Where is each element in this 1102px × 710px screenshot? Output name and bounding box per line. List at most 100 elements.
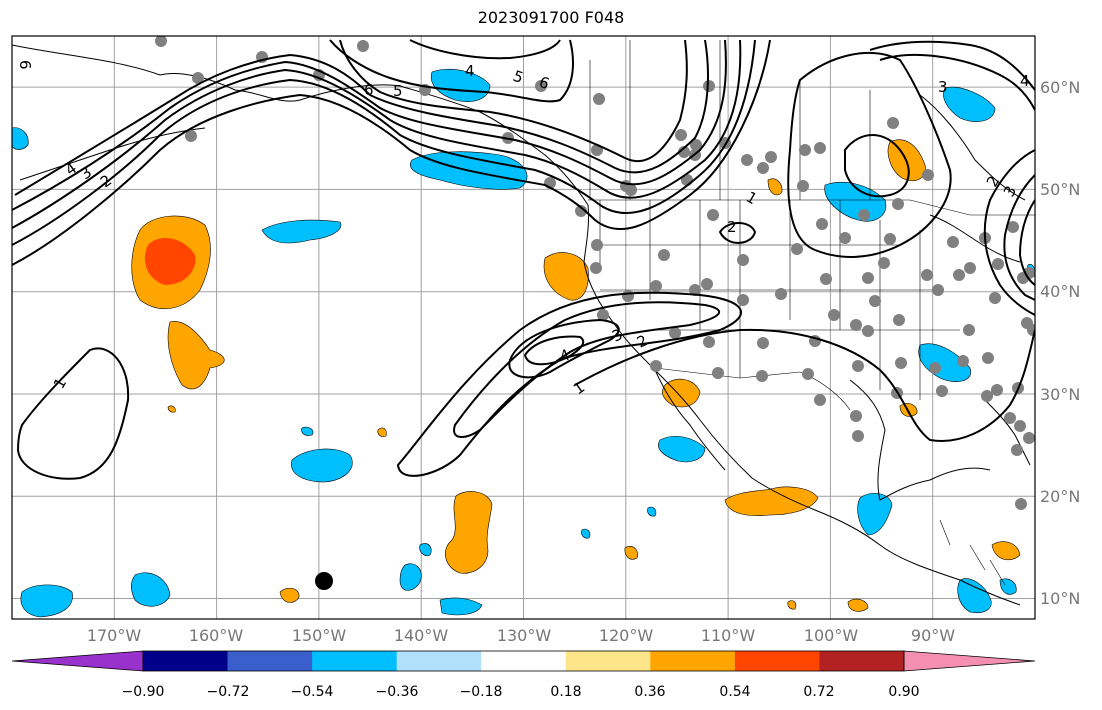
station-dot	[820, 273, 832, 285]
station-dot	[850, 410, 862, 422]
station-dot	[757, 337, 769, 349]
colorbar-tick-label: 0.36	[634, 684, 665, 700]
station-dot	[964, 262, 976, 274]
contour-line	[574, 328, 1035, 442]
station-dot	[947, 236, 959, 248]
colorbar-tick-label: 0.90	[888, 684, 919, 700]
station-dot	[593, 93, 605, 105]
contour-line	[12, 39, 756, 246]
negative-anomaly-region	[399, 563, 422, 591]
contour-line	[523, 335, 585, 366]
station-dot	[650, 360, 662, 372]
strong-positive-anomaly-region	[144, 237, 196, 285]
station-dot	[858, 209, 870, 221]
lon-tick-label: 140°W	[394, 626, 449, 645]
station-dot	[991, 384, 1003, 396]
station-dot	[953, 269, 965, 281]
contour-label: 4	[1020, 72, 1030, 90]
contour-label: 2	[727, 218, 737, 236]
latitude-labels: 60°N 50°N 40°N 30°N 20°N 10°N	[1040, 78, 1080, 608]
lon-tick-label: 170°W	[87, 626, 142, 645]
station-dot	[895, 357, 907, 369]
aleutian-chain	[19, 127, 206, 181]
colorbar-extend-low	[11, 650, 144, 672]
station-dot	[963, 324, 975, 336]
station-dot	[893, 314, 905, 326]
station-dot	[850, 319, 862, 331]
station-dot	[791, 243, 803, 255]
station-dot	[678, 146, 690, 158]
lat-tick-label: 50°N	[1040, 180, 1080, 199]
negative-anomaly-region	[957, 578, 992, 613]
colorbar-tick-label: −0.36	[376, 684, 419, 700]
positive-anomaly-region	[724, 486, 819, 516]
negative-anomaly-region	[430, 69, 491, 102]
lon-tick-label: 160°W	[189, 626, 244, 645]
station-dot	[982, 352, 994, 364]
station-dot	[921, 269, 933, 281]
contour-label: 6	[364, 81, 374, 99]
colorbar-tick-label: 0.54	[719, 684, 750, 700]
station-dot	[690, 139, 702, 151]
contour-line	[869, 40, 1035, 91]
contour-label: 4	[465, 62, 475, 80]
station-dot	[814, 394, 826, 406]
station-dot	[1014, 420, 1026, 432]
positive-anomaly-region	[377, 427, 387, 437]
station-dot	[828, 309, 840, 321]
colorbar-segment	[143, 651, 229, 671]
contour-line	[1003, 174, 1035, 301]
station-dot	[756, 370, 768, 382]
positive-anomaly-region	[167, 321, 225, 390]
station-dot	[625, 184, 637, 196]
station-dot	[622, 290, 634, 302]
negative-anomaly-region	[20, 584, 73, 618]
map-frame	[11, 35, 1036, 620]
station-dot	[932, 284, 944, 296]
contour-line	[339, 39, 688, 163]
positive-anomaly-region	[991, 541, 1021, 561]
colorbar-segment	[650, 651, 736, 671]
contour-line	[329, 39, 574, 103]
negative-anomaly-region	[261, 219, 342, 244]
contour-line	[12, 39, 771, 266]
station-dot	[590, 262, 602, 274]
station-dot	[707, 209, 719, 221]
contour-line	[844, 134, 910, 198]
colorbar-segment	[312, 651, 398, 671]
station-dot	[185, 130, 197, 142]
station-dot	[669, 327, 681, 339]
colorbar: −0.90 −0.72 −0.54 −0.36 −0.18 0.18 0.36 …	[11, 650, 1036, 700]
mexico-coast	[699, 419, 1021, 606]
colorbar-segment	[481, 651, 567, 671]
positive-anomaly-region	[767, 178, 783, 196]
station-dot	[658, 249, 670, 261]
gulf-coast	[849, 379, 991, 501]
contour-line	[879, 54, 1035, 111]
station-dot	[992, 258, 1004, 270]
station-dot	[192, 72, 204, 84]
negative-anomaly-region	[581, 528, 591, 539]
lon-tick-label: 90°W	[911, 626, 955, 645]
storm-position-marker	[315, 572, 333, 590]
negative-anomaly-region	[658, 436, 706, 463]
lon-tick-label: 110°W	[701, 626, 756, 645]
station-dot	[765, 151, 777, 163]
contour-line	[12, 39, 727, 211]
contour-line	[508, 318, 620, 379]
contour-line	[12, 39, 742, 229]
lon-tick-label: 150°W	[292, 626, 347, 645]
negative-anomaly-region	[301, 426, 314, 436]
us-canada-border	[588, 199, 1035, 216]
colorbar-segment	[396, 651, 482, 671]
contour-line	[14, 39, 709, 196]
station-dot	[689, 284, 701, 296]
lon-tick-label: 100°W	[804, 626, 859, 645]
contour-label: 5	[393, 82, 403, 100]
colorbar-tick-label: −0.18	[460, 684, 503, 700]
colorbar-extend-high	[903, 650, 1036, 672]
colorbar-outline	[142, 650, 905, 672]
us-mexico-border	[654, 367, 851, 411]
station-dot	[675, 129, 687, 141]
